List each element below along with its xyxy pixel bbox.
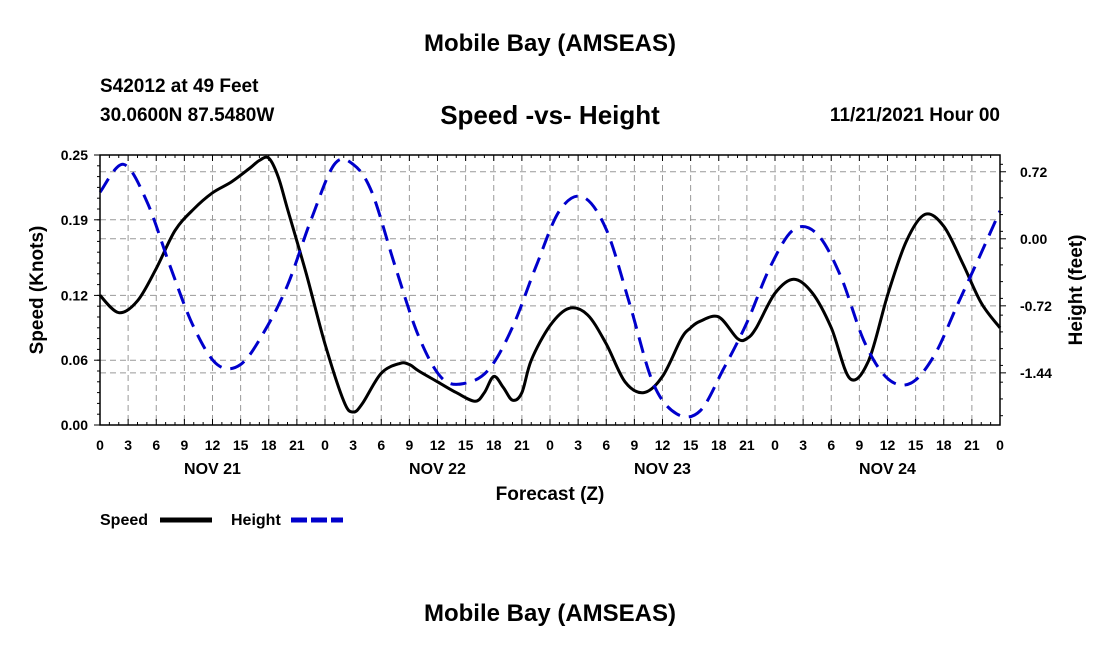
x-tick-label: 21 (739, 437, 755, 453)
x-tick-label: 18 (261, 437, 277, 453)
x-tick-label: 3 (799, 437, 807, 453)
y-axis-label: Speed (Knots) (27, 226, 48, 355)
chart-subtitle: Speed -vs- Height (440, 100, 660, 130)
height-line (98, 157, 1002, 419)
x-tick-label: 21 (514, 437, 530, 453)
series-lines (98, 155, 1002, 419)
x-tick-label: 0 (321, 437, 329, 453)
x-tick-label: 15 (683, 437, 699, 453)
y2-axis-label: Height (feet) (1066, 235, 1087, 346)
x-tick-label: 21 (289, 437, 305, 453)
x-tick-label: 9 (405, 437, 413, 453)
x-tick-label: 9 (630, 437, 638, 453)
x-tick-label: 18 (486, 437, 502, 453)
x-tick-label: 15 (233, 437, 249, 453)
x-tick-label: 18 (711, 437, 727, 453)
y-tick-label: 0.19 (61, 212, 88, 228)
footer-title: Mobile Bay (AMSEAS) (423, 600, 677, 627)
tick-labels: 0 3 6 9 12 15 18 21 0 3 6 9 12 15 18 21 0 3 6 9 12 15 18 21 0 3 6 9… (61, 147, 1052, 478)
y2-tick-label: -0.72 (1020, 298, 1052, 314)
x-tick-label: 6 (602, 437, 610, 453)
legend: Speed Height (100, 512, 343, 529)
y-tick-label: 0.06 (61, 352, 88, 368)
x-tick-label: 6 (152, 437, 160, 453)
day-label: NOV 23 (634, 461, 691, 478)
main-title: Mobile Bay (AMSEAS) (423, 30, 677, 57)
day-label: NOV 22 (409, 461, 466, 478)
legend-label-speed: Speed (100, 512, 148, 529)
x-tick-label: 12 (430, 437, 446, 453)
y-tick-label: 0.25 (61, 147, 88, 163)
x-tick-label: 0 (96, 437, 104, 453)
y-tick-label: 0.00 (61, 417, 88, 433)
x-tick-label: 15 (908, 437, 924, 453)
x-tick-label: 12 (880, 437, 896, 453)
day-label: NOV 24 (859, 461, 916, 478)
x-tick-label: 3 (574, 437, 582, 453)
y2-tick-label: 0.72 (1020, 164, 1047, 180)
station-label: S42012 at 49 Feet (100, 76, 259, 97)
speed-line (98, 155, 1002, 414)
x-tick-label: 6 (827, 437, 835, 453)
x-tick-label: 0 (996, 437, 1004, 453)
x-tick-label: 21 (964, 437, 980, 453)
day-label: NOV 21 (184, 461, 241, 478)
x-tick-label: 3 (349, 437, 357, 453)
y-tick-label: 0.12 (61, 287, 88, 303)
x-tick-label: 0 (546, 437, 554, 453)
x-tick-label: 6 (377, 437, 385, 453)
y2-tick-label: 0.00 (1020, 231, 1047, 247)
grid (100, 155, 1000, 425)
x-tick-label: 9 (180, 437, 188, 453)
x-tick-label: 12 (655, 437, 671, 453)
y2-tick-label: -1.44 (1020, 365, 1052, 381)
x-axis-label: Forecast (Z) (496, 484, 605, 505)
x-tick-label: 9 (855, 437, 863, 453)
ticks (94, 154, 1006, 426)
coordinates-label: 30.0600N 87.5480W (100, 105, 275, 126)
x-tick-label: 18 (936, 437, 952, 453)
x-tick-label: 12 (205, 437, 221, 453)
x-tick-label: 3 (124, 437, 132, 453)
x-tick-label: 0 (771, 437, 779, 453)
x-tick-label: 15 (458, 437, 474, 453)
forecast-datetime: 11/21/2021 Hour 00 (829, 105, 1000, 126)
legend-label-height: Height (231, 512, 281, 529)
